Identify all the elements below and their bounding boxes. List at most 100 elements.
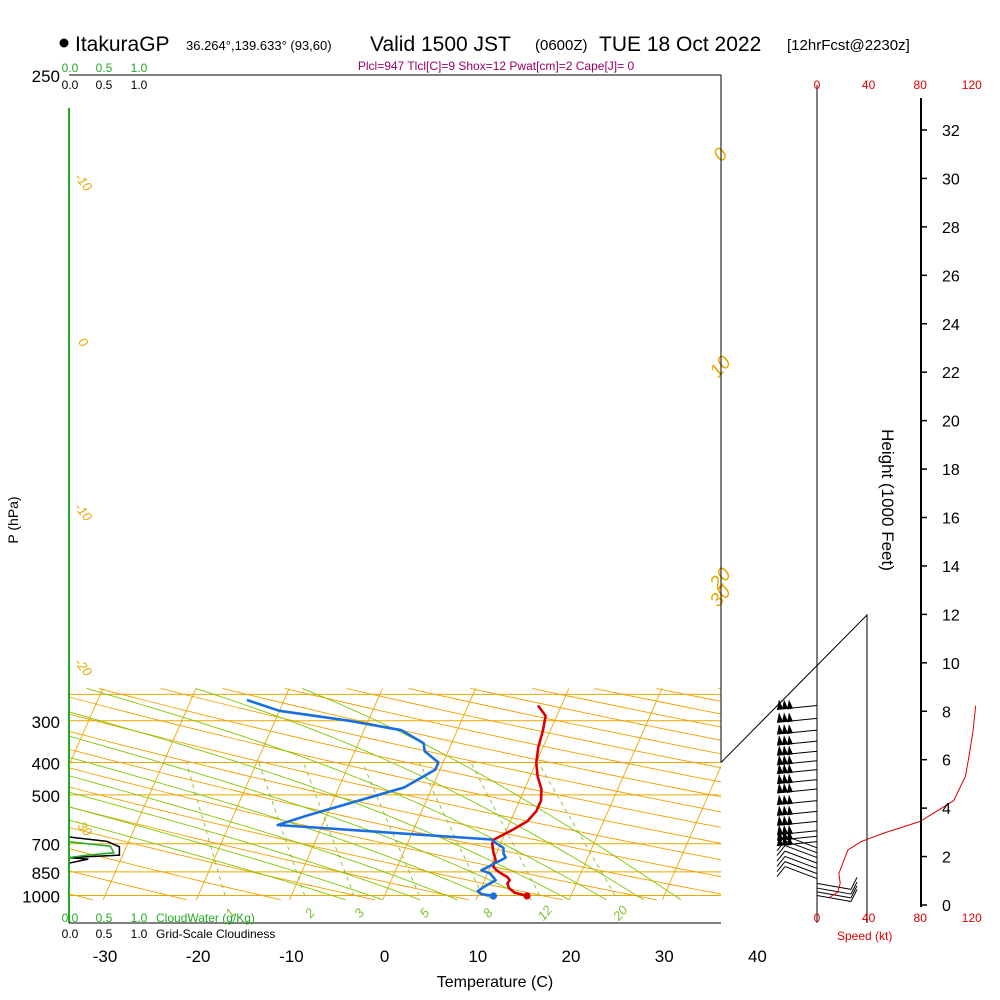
plot-background [69, 75, 721, 923]
wind-barb-flag [777, 773, 783, 784]
speed-tick-top: 120 [962, 78, 982, 92]
forecast-info: [12hrFcst@2230z] [787, 37, 910, 54]
moist-adiabat [195, 687, 644, 901]
cloudiness-tick-top: 0.0 [62, 78, 79, 92]
cloudwater-label: CloudWater (g/Kg) [156, 911, 255, 925]
height-tick: 18 [942, 462, 960, 479]
cloudiness-tick-top: 1.0 [131, 78, 148, 92]
station-coords: 36.264°,139.633° (93,60) [186, 38, 332, 53]
wind-barb-feather [850, 889, 858, 902]
wind-barb-flag [787, 735, 793, 746]
wind-barb-flag [777, 712, 783, 723]
wind-barb-feather [850, 881, 858, 895]
wind-barb-flag [782, 783, 788, 794]
zulu-time: (0600Z) [535, 37, 588, 54]
height-tick: 6 [942, 753, 951, 770]
wind-barb-feather [776, 845, 786, 856]
dry-adiabat [98, 687, 721, 828]
temperature-tick: -20 [186, 947, 211, 966]
wind-barb [816, 889, 858, 902]
wind-barb-shaft [784, 835, 818, 849]
wind-barb-flag [787, 754, 793, 765]
moist-adiabat [86, 687, 607, 901]
cloudiness-label: Grid-Scale Cloudiness [156, 927, 275, 941]
plot-area [69, 75, 721, 923]
wind-barb-flag [782, 699, 788, 710]
wind-barb [776, 805, 818, 816]
wind-barb-flag [787, 712, 793, 723]
wind-barb-flag [777, 815, 783, 826]
wind-barb-feather [850, 885, 858, 899]
wind-barb-flag [777, 745, 783, 756]
wind-barb [776, 815, 818, 826]
wind-barb-flag [782, 754, 788, 765]
dry-adiabat [780, 688, 1000, 899]
mixing-ratio-line [470, 762, 541, 896]
height-tick: 0 [942, 898, 951, 915]
wind-barb [776, 773, 818, 785]
height-tick: 24 [942, 317, 960, 334]
wind-barb-feather [850, 877, 858, 890]
speed-tick-top: 40 [862, 78, 876, 92]
wind-barb-flag [787, 773, 793, 784]
cloudwater-tick-top: 0.5 [96, 61, 113, 75]
wind-barb-shaft [784, 840, 818, 854]
dry-adiabat [69, 730, 721, 878]
wind-barb-flag [777, 754, 783, 765]
wind-barb-feather [776, 840, 786, 852]
wind-barb-shaft [816, 895, 852, 902]
wind-barb-feather [776, 861, 786, 872]
wind-barb-flag [782, 724, 788, 735]
temperature-tick: 20 [562, 947, 581, 966]
y-axis-label: P (hPa) [5, 496, 21, 543]
dry-adiabat [222, 687, 721, 798]
height-tick: 22 [942, 365, 960, 382]
wind-barb-flag [787, 724, 793, 735]
height-tick: 10 [942, 656, 960, 673]
isotherms [69, 688, 721, 900]
dry-adiabat [966, 688, 1000, 899]
wind-barb-flag [787, 805, 793, 816]
cloudiness-tick-top: 0.5 [96, 78, 113, 92]
height-tick: 28 [942, 220, 960, 237]
dry-adiabat [284, 687, 721, 783]
pressure-tick: 500 [32, 787, 60, 806]
dry-adiabat [69, 870, 187, 901]
wind-barb [776, 712, 818, 723]
barb-panel-boundary [720, 613, 868, 923]
mixing-ratio-line [185, 762, 226, 896]
wind-barb-shaft [784, 861, 818, 875]
moist-adiabat [69, 806, 383, 901]
wind-barb [816, 877, 858, 890]
wind-barb-flag [777, 794, 783, 805]
wind-barb-flag [782, 712, 788, 723]
dry-adiabat [346, 687, 721, 769]
wind-barb-flag [777, 805, 783, 816]
wind-barb-feather [776, 856, 786, 867]
speed-tick-top: 0 [814, 78, 821, 92]
wind-barb-feather [776, 866, 786, 877]
height-tick: 8 [942, 704, 951, 721]
dry-adiabat [69, 786, 563, 901]
wind-barb-flag [787, 815, 793, 826]
axis-labels: 250 300 400 500 700 850 1000 -30 -20 -10 0 10 20 30 40… [22, 61, 767, 966]
wind-barb-shaft [784, 845, 818, 859]
wind-barb [816, 881, 858, 895]
moist-adiabat [302, 687, 682, 901]
speed-axis-label: Speed (kt) [837, 929, 892, 943]
height-tick: 4 [942, 801, 951, 818]
wind-barb [776, 724, 818, 735]
dry-adiabat [69, 826, 375, 901]
pressure-tick: 1000 [22, 888, 60, 907]
isotherm-line [69, 688, 104, 767]
temperature-tick: 30 [655, 947, 674, 966]
dry-adiabat [69, 748, 721, 895]
wind-barb-flag [782, 745, 788, 756]
pressure-tick: 850 [32, 864, 60, 883]
x-axis-label: Temperature (C) [437, 974, 553, 991]
height-tick: 30 [942, 171, 960, 188]
height-tick: 26 [942, 268, 960, 285]
station-marker-icon [59, 38, 69, 48]
dry-adiabat [69, 806, 469, 901]
